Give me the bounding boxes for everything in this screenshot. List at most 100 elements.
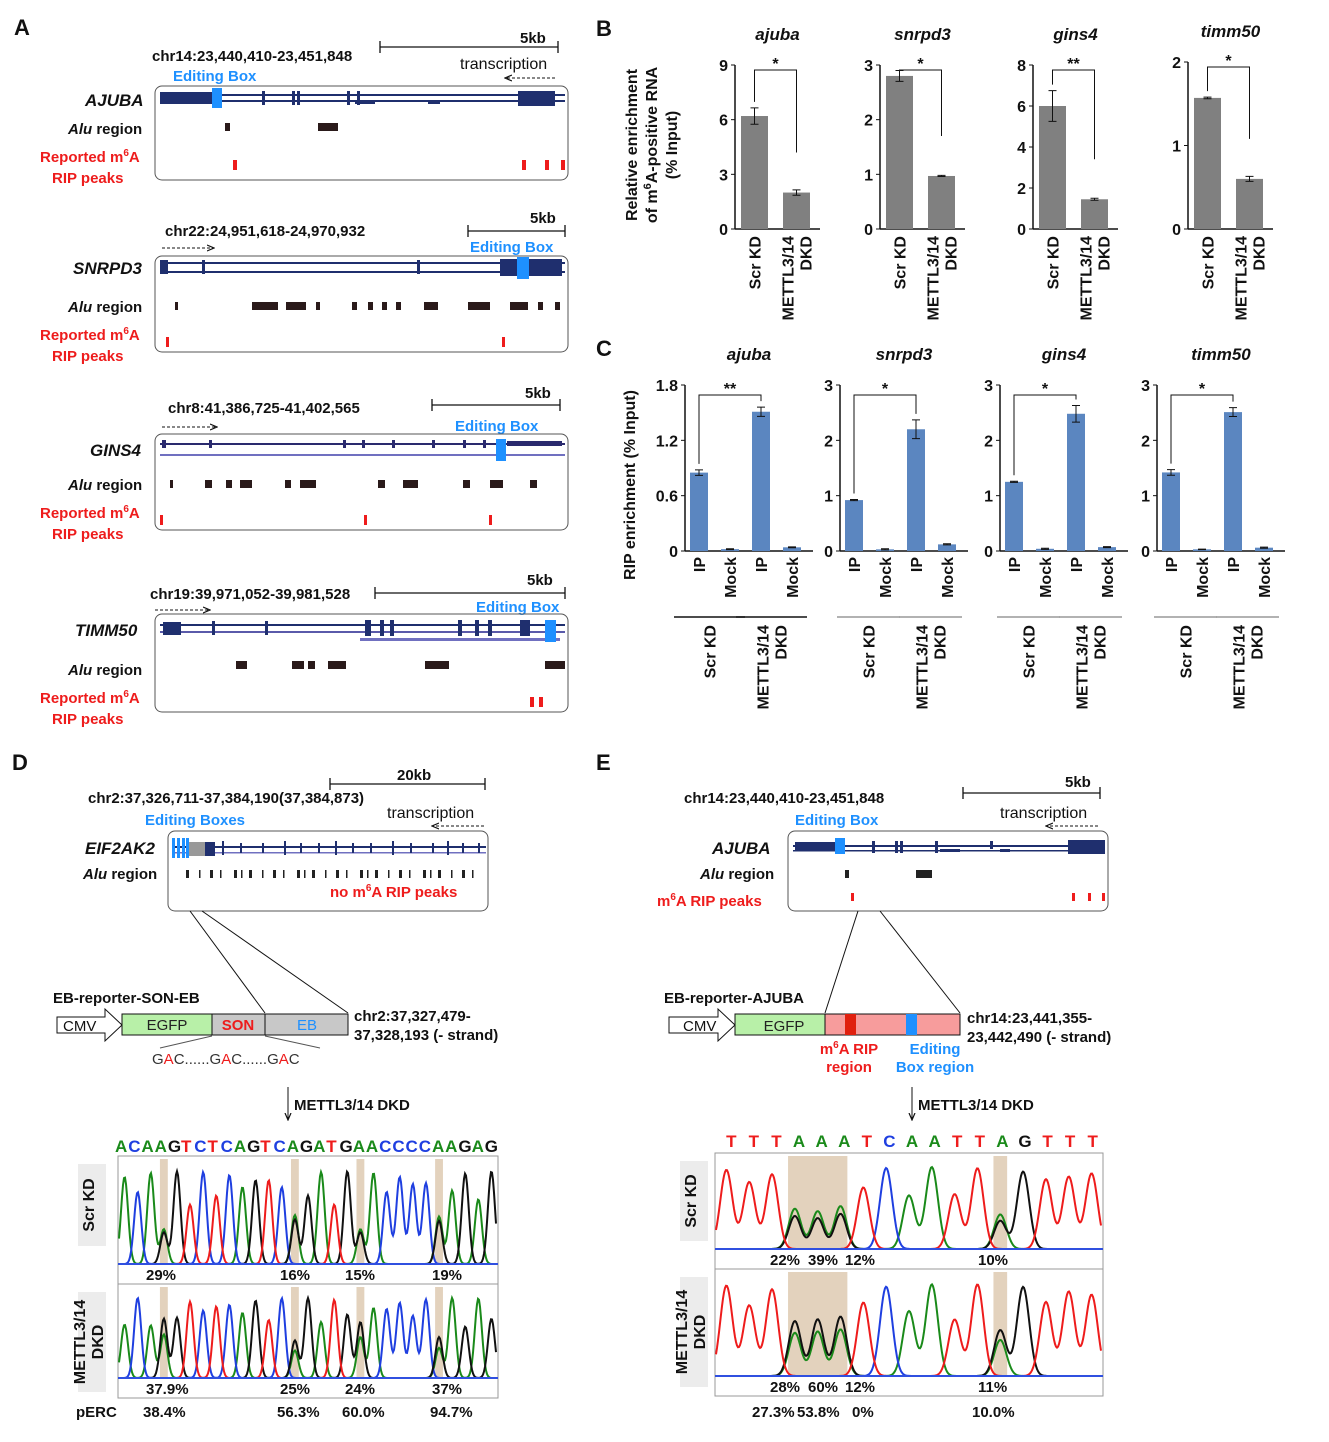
base-letter: C [392, 1137, 404, 1156]
y-tick-label: 2 [1017, 181, 1026, 198]
alu-region-label: Alu region [67, 121, 142, 138]
alu-mark [273, 870, 276, 878]
y-tick-label: 3 [824, 378, 833, 395]
alu-mark [462, 870, 465, 878]
scale-bar [467, 225, 566, 237]
y-tick-label: 0 [719, 222, 728, 239]
bar [886, 75, 913, 229]
alu-mark [336, 870, 339, 878]
base-letter: T [181, 1137, 192, 1156]
alu-mark [283, 870, 285, 878]
bar [752, 411, 770, 551]
base-letter: A [432, 1137, 444, 1156]
scale-bar [431, 399, 561, 411]
editing-site-highlight [356, 1159, 365, 1265]
significance-bracket [754, 69, 797, 153]
y-tick-label: 2 [1172, 55, 1181, 72]
chart-title: ajuba [755, 25, 799, 44]
bar [1236, 178, 1263, 229]
editing-boxes-label: Editing Boxes [145, 812, 245, 829]
editing-box-mark [496, 439, 506, 461]
base-letter: C [406, 1137, 418, 1156]
base-letter: A [353, 1137, 365, 1156]
alu-marks [236, 661, 565, 669]
alu-region-label: Alu region [699, 866, 774, 883]
editing-site-highlight [788, 1156, 848, 1250]
edit-percent: 60% [808, 1379, 838, 1396]
y-tick-label: 0 [864, 222, 873, 239]
gac-part: ...... [242, 1051, 267, 1068]
edit-percent: 11% [978, 1379, 1007, 1396]
editing-site-highlight [435, 1159, 443, 1265]
gene-box [154, 255, 569, 353]
edit-percent: 37% [432, 1381, 462, 1398]
bar [1255, 547, 1273, 551]
significance-bracket [698, 394, 762, 464]
significance-bracket [1052, 69, 1095, 160]
category-label: DKD [1252, 236, 1269, 271]
reported-m6a-label: Reported m6A [40, 326, 140, 344]
base-letter: A [234, 1137, 246, 1156]
panel-label-b: B [596, 16, 612, 41]
editing-site-highlight [290, 1287, 299, 1379]
editing-box-region-mark [906, 1014, 917, 1035]
group-label: METTL3/14 [915, 625, 932, 710]
error-bar [1072, 404, 1080, 423]
chart-c-timm50: timm50 0 1 2 3 * IP Mock IP Mock Scr KD METTL3/14 DK… [1141, 345, 1285, 709]
zoom-line [879, 910, 961, 1014]
gene-track-ajuba: chr14:23,440,410-23,451,848 5kb transcri… [84, 30, 569, 181]
perc-value: 38.4% [143, 1404, 186, 1421]
perc-value: 94.7% [430, 1404, 473, 1421]
base-letter: A [155, 1137, 167, 1156]
perc-value: 56.3% [277, 1404, 320, 1421]
bar [845, 500, 863, 551]
exon [392, 841, 394, 855]
error-bar [750, 107, 759, 125]
alu-mark [312, 870, 315, 878]
editing-site-highlight [159, 1159, 168, 1265]
error-bar [757, 406, 765, 417]
cmv-promoter-arrow-icon [668, 1007, 736, 1043]
group-label: METTL3/14 [1232, 625, 1249, 710]
gac-part: ...... [185, 1051, 210, 1068]
category-label: Mock [878, 557, 895, 598]
chart-b-ajuba: ajuba 0 3 6 9 * Scr KD METTL3/14 DKD [719, 25, 820, 320]
m6a-rip-region-label-line2: region [826, 1059, 872, 1076]
alu-mark [325, 870, 327, 878]
base-letter: T [326, 1137, 337, 1156]
perc-values: 27.3% 53.8% 0% 10.0% [752, 1404, 1015, 1421]
error-bar [912, 419, 920, 440]
bar [1081, 199, 1108, 229]
category-label: DKD [944, 236, 961, 271]
gac-part: C [289, 1051, 300, 1068]
gene-name: GINS4 [90, 441, 142, 460]
bar [741, 116, 768, 229]
alu-mark [472, 870, 474, 878]
m6a-peak-marks [851, 893, 1105, 901]
gene-name: AJUBA [711, 839, 771, 858]
base-letter: A [793, 1132, 805, 1151]
gac-part: A [164, 1051, 174, 1068]
group-label: DKD [1093, 625, 1110, 660]
base-letter: A [366, 1137, 378, 1156]
y-tick-label: 3 [719, 167, 728, 184]
edit-percent: 12% [845, 1252, 875, 1269]
error-bar [1041, 547, 1049, 550]
edit-percent: 10% [978, 1252, 1008, 1269]
editing-box-mark [835, 838, 845, 854]
gene-track-timm50: chr19:39,971,052-39,981,528 5kb Editing … [75, 572, 569, 713]
error-bar [1203, 96, 1212, 100]
error-bar [788, 546, 796, 549]
edit-percent: 37.9% [146, 1381, 189, 1398]
base-letter: T [862, 1132, 873, 1151]
edit-percent: 25% [280, 1381, 310, 1398]
chart-title: gins4 [1052, 25, 1098, 44]
alu-region-label: Alu region [82, 866, 157, 883]
perc-value: 27.3% [752, 1404, 795, 1421]
gene-model [160, 620, 565, 641]
gene-coordinate: chr14:23,440,410-23,451,848 [152, 48, 352, 65]
base-letter: C [419, 1137, 431, 1156]
error-bar [1048, 90, 1057, 122]
